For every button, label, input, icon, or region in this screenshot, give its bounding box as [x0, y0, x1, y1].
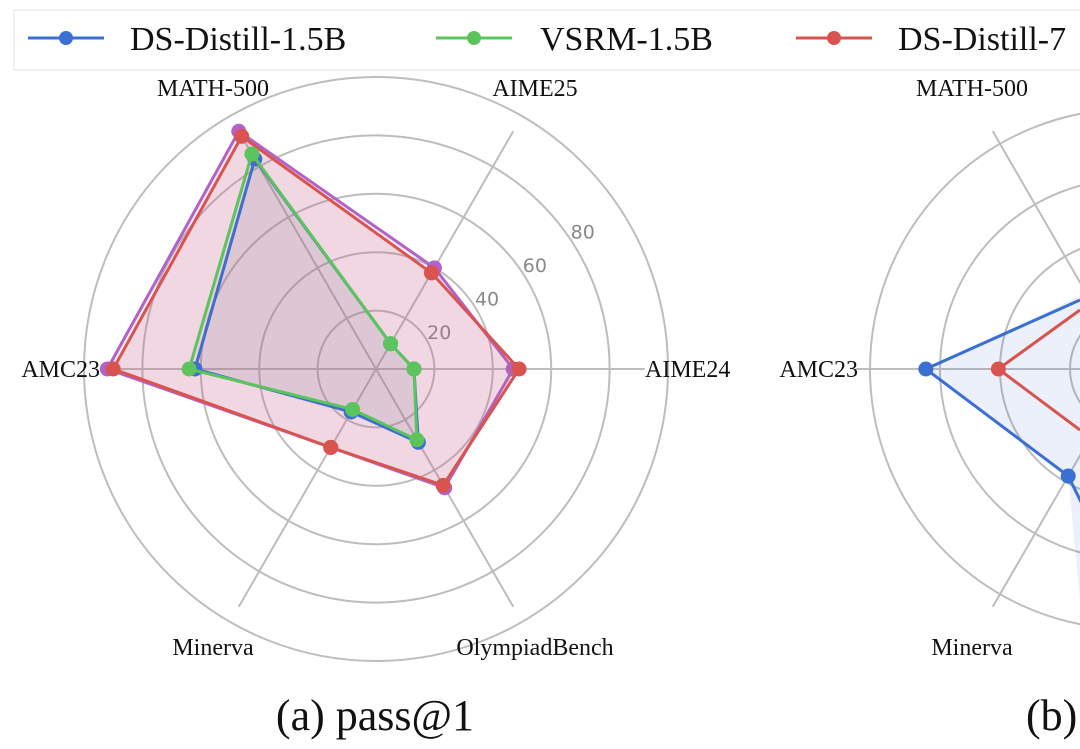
radar-tick-label: 80 — [571, 222, 595, 244]
radar-data-point — [918, 361, 934, 377]
radar-axis-label: Minerva — [931, 635, 1013, 661]
radar-axis-label: AMC23 — [21, 357, 100, 383]
radar-data-point — [1060, 468, 1076, 484]
legend-label: DS-Distill-7 — [898, 21, 1066, 58]
radar-tick-label: 40 — [475, 289, 499, 311]
radar-tick-label: 60 — [523, 255, 547, 277]
radar-data-point — [181, 361, 197, 377]
radar-spoke — [237, 130, 377, 370]
legend-item: DS-Distill-1.5B — [28, 21, 346, 58]
radar-data-point — [105, 361, 121, 377]
radar-axis-label: MATH-500 — [157, 76, 269, 102]
radar-chart-b: MATH-500 AMC23 Minerva — [779, 76, 1080, 661]
legend-swatch-marker — [59, 31, 73, 45]
caption-a: (a) pass@1 — [276, 691, 474, 740]
radar-axis-label: AIME25 — [492, 76, 577, 102]
caption-b: (b) — [1026, 691, 1077, 740]
radar-data-point — [409, 432, 425, 448]
radar-data-point — [323, 439, 339, 455]
radar-series-line — [922, 298, 1080, 504]
radar-axis-label: AIME24 — [645, 357, 730, 383]
radar-chart-a: 20 40 60 80 MATH-500 AIME25 AIME24 OlympiadBenc… — [21, 76, 730, 662]
radar-data-point — [435, 477, 451, 493]
radar-axis-label: Minerva — [172, 635, 254, 661]
radar-data-point — [990, 361, 1006, 377]
radar-tick-label: 20 — [427, 322, 451, 344]
radar-series-area — [925, 296, 1080, 600]
legend-item: DS-Distill-7 — [796, 21, 1066, 58]
radar-data-point — [511, 361, 527, 377]
legend-swatch-marker — [827, 31, 841, 45]
radar-spoke — [991, 130, 1080, 285]
radar-axis-label: OlympiadBench — [456, 635, 613, 661]
radar-spoke — [991, 453, 1080, 608]
radar-grid-ring — [83, 76, 669, 662]
radar-data-point — [234, 128, 250, 144]
legend: DS-Distill-1.5B VSRM-1.5B DS-Distill-7 — [28, 21, 1066, 58]
radar-axis-label: MATH-500 — [916, 76, 1028, 102]
legend-item: VSRM-1.5B — [436, 21, 713, 58]
radar-data-point — [406, 361, 422, 377]
legend-label: VSRM-1.5B — [540, 21, 713, 58]
radar-axis-label: AMC23 — [779, 357, 858, 383]
legend-label: DS-Distill-1.5B — [130, 21, 346, 58]
radar-data-point — [345, 401, 361, 417]
legend-swatch-marker — [467, 31, 481, 45]
radar-spoke — [375, 130, 515, 370]
radar-data-point — [244, 146, 260, 162]
radar-data-point — [423, 265, 439, 281]
legend-box — [13, 9, 1080, 71]
radar-data-point — [383, 336, 399, 352]
